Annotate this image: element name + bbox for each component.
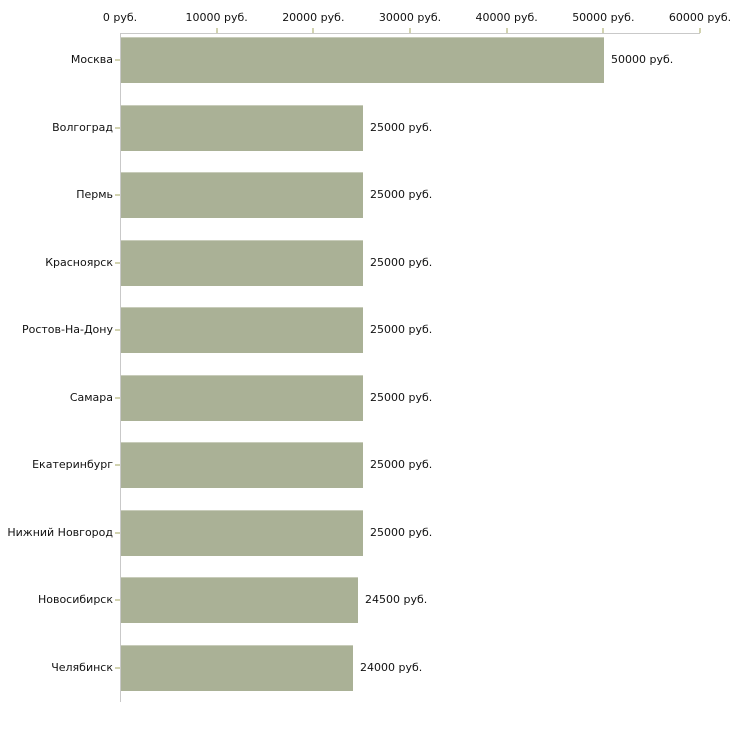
- value-label: 50000 руб.: [611, 53, 674, 66]
- bar: [121, 240, 363, 286]
- x-axis-line: [120, 33, 700, 34]
- city-label: Челябинск: [51, 661, 113, 674]
- bar: [121, 375, 363, 421]
- value-label: 25000 руб.: [370, 526, 433, 539]
- city-label: Волгоград: [52, 121, 113, 134]
- value-label: 25000 руб.: [370, 458, 433, 471]
- city-label: Нижний Новгород: [7, 526, 113, 539]
- y-tick-mark: [115, 329, 120, 331]
- city-label: Красноярск: [45, 256, 113, 269]
- y-tick-mark: [115, 397, 120, 399]
- bar: [121, 510, 363, 556]
- y-tick-mark: [115, 194, 120, 196]
- y-tick-mark: [115, 532, 120, 534]
- value-label: 25000 руб.: [370, 121, 433, 134]
- value-label: 24500 руб.: [365, 593, 428, 606]
- x-tick-mark: [505, 28, 508, 33]
- x-tick-label: 40000 руб.: [475, 11, 538, 24]
- bar: [121, 105, 363, 151]
- y-axis-line: [120, 33, 121, 702]
- y-tick-mark: [115, 262, 120, 264]
- value-label: 25000 руб.: [370, 391, 433, 404]
- bar: [121, 172, 363, 218]
- x-tick-label: 30000 руб.: [378, 11, 442, 24]
- value-label: 24000 руб.: [360, 661, 423, 674]
- city-label: Екатеринбург: [32, 458, 113, 471]
- y-tick-mark: [115, 127, 120, 129]
- x-tick-mark: [602, 28, 605, 33]
- x-tick-label: 10000 руб.: [185, 11, 248, 24]
- city-label: Самара: [69, 391, 113, 404]
- x-tick-label: 50000 руб.: [572, 11, 635, 24]
- x-tick-mark: [312, 28, 315, 33]
- y-tick-mark: [115, 599, 120, 601]
- y-tick-mark: [115, 667, 120, 669]
- x-tick-label: 0 руб.: [102, 11, 138, 24]
- x-tick-mark: [409, 28, 411, 33]
- value-label: 25000 руб.: [370, 256, 433, 269]
- y-tick-mark: [115, 59, 120, 61]
- x-tick-mark: [699, 28, 701, 33]
- city-label: Новосибирск: [37, 593, 113, 606]
- bar: [121, 37, 604, 83]
- city-label: Пермь: [76, 188, 113, 201]
- y-tick-mark: [115, 464, 120, 466]
- x-tick-mark: [215, 28, 218, 33]
- value-label: 25000 руб.: [370, 188, 433, 201]
- bar: [121, 645, 353, 691]
- bar: [121, 307, 363, 353]
- city-label: Москва: [70, 53, 113, 66]
- city-label: Ростов-На-Дону: [21, 323, 113, 336]
- x-tick-label: 20000 руб.: [282, 11, 345, 24]
- bar: [121, 442, 363, 488]
- value-label: 25000 руб.: [370, 323, 433, 336]
- x-tick-label: 60000 руб.: [668, 11, 730, 24]
- bar: [121, 577, 358, 623]
